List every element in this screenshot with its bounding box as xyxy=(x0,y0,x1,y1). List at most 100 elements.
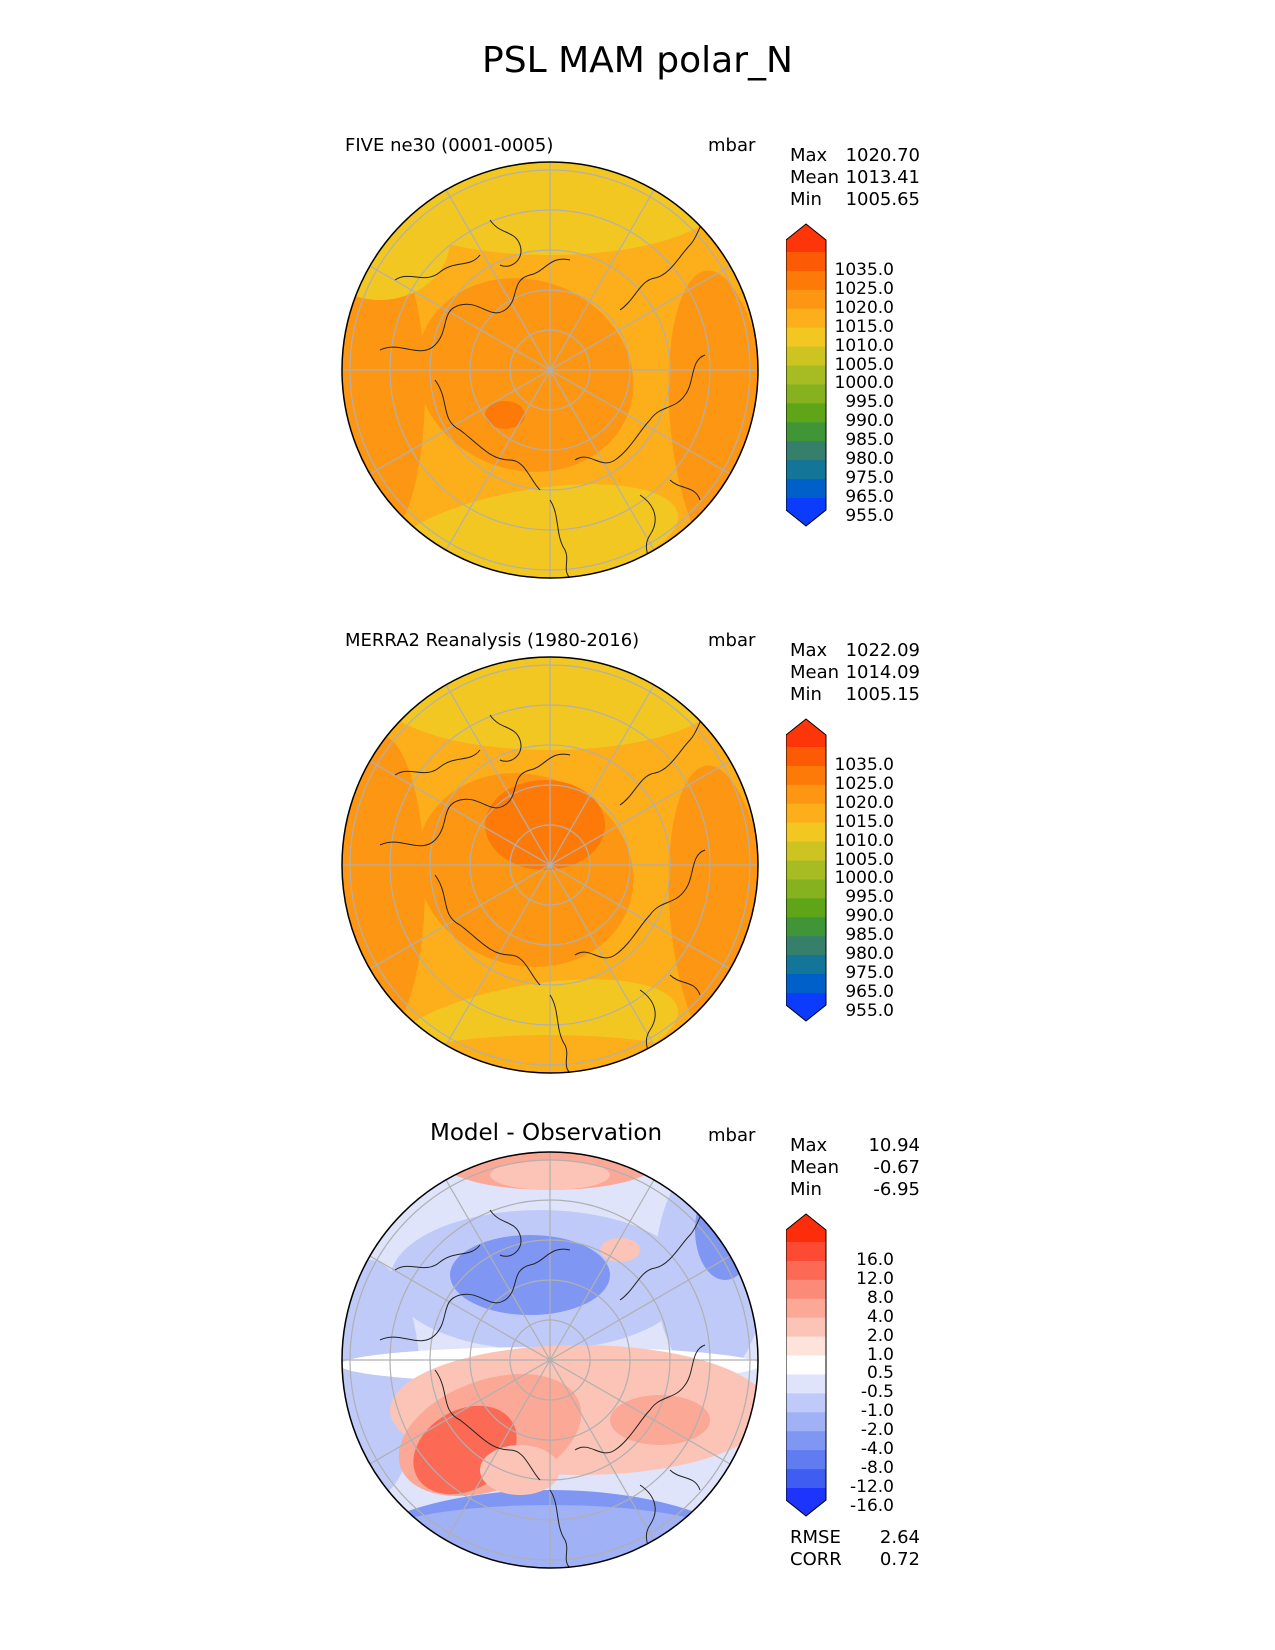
colorbar-extend-min xyxy=(786,498,826,526)
mean-value: 1014.09 xyxy=(845,662,920,683)
colorbar-tick-label: 1000.0 xyxy=(834,373,894,394)
colorbar-extend-max xyxy=(786,1214,826,1242)
max-label: Max xyxy=(790,145,828,166)
colorbar-bin xyxy=(786,479,826,499)
colorbar-tick-label: 1.0 xyxy=(866,1344,894,1365)
colorbar-bin xyxy=(786,841,826,862)
panel-title: FIVE ne30 (0001-0005) xyxy=(345,135,554,156)
colorbar-tick-label: 955.0 xyxy=(845,505,894,526)
colorbar-bin xyxy=(786,346,826,367)
coastline xyxy=(574,1344,706,1454)
coastline xyxy=(394,749,481,776)
colorbar-tick-label: 0.5 xyxy=(866,1363,894,1384)
colorbar-bin xyxy=(786,1260,826,1281)
meridian-line xyxy=(369,369,551,475)
field-contour xyxy=(450,1235,610,1315)
colorbar xyxy=(786,1213,827,1517)
colorbar-bin xyxy=(786,308,826,329)
units-label: mbar xyxy=(708,630,756,651)
colorbar xyxy=(786,223,827,527)
map-boundary xyxy=(341,656,759,1074)
colorbar-bin xyxy=(786,384,826,404)
min-label: Min xyxy=(790,684,822,705)
colorbar-bin xyxy=(786,327,826,348)
colorbar-bin xyxy=(786,403,826,423)
units-label: mbar xyxy=(708,1125,756,1146)
coastline xyxy=(574,849,706,959)
colorbar-tick-label: -8.0 xyxy=(860,1458,894,1479)
coastline xyxy=(379,258,571,352)
meridian-line xyxy=(549,684,655,866)
colorbar-labels: 16.0 12.0 8.0 4.0 2.0 1.0 0.5 -0.5 -1.0 -2.0 -4.0-… xyxy=(820,1212,910,1518)
colorbar-bin xyxy=(786,803,826,824)
panel-observation: MERRA2 Reanalysis (1980-2016) mbar Max 10… xyxy=(0,495,1275,1074)
colorbar-tick-label: 1025.0 xyxy=(834,278,894,299)
coastline xyxy=(434,1369,541,1481)
meridian-line xyxy=(549,864,731,970)
coastline xyxy=(434,874,541,986)
map-boundary xyxy=(341,161,759,579)
colorbar-tick-label: 1015.0 xyxy=(834,811,894,832)
colorbar-tick-label: 985.0 xyxy=(845,430,894,451)
min-value: -6.95 xyxy=(873,1179,920,1200)
meridian-line xyxy=(549,1179,655,1361)
coastline xyxy=(549,1489,571,1568)
min-label: Min xyxy=(790,1179,822,1200)
panel-title: Model - Observation xyxy=(430,1120,663,1146)
max-value: 1020.70 xyxy=(845,145,920,166)
colorbar-bin xyxy=(786,1393,826,1413)
colorbar-outline xyxy=(786,1213,827,1517)
max-label: Max xyxy=(790,640,828,661)
colorbar-labels: 1035.0 1025.0 1020.0 1015.0 1010.0 1005.0 1000… xyxy=(820,222,910,528)
meridian-line xyxy=(445,684,551,866)
mean-label: Mean xyxy=(790,167,840,188)
colorbar-tick-label: 975.0 xyxy=(845,468,894,489)
colorbar-tick-label: 980.0 xyxy=(845,944,894,965)
colorbar-bin xyxy=(786,955,826,975)
meridian-line xyxy=(549,265,731,371)
coastline xyxy=(489,714,522,762)
meridian-line xyxy=(445,864,551,1046)
polar-map xyxy=(341,161,759,579)
colorbar-bin xyxy=(786,747,826,767)
min-label: Min xyxy=(790,189,822,210)
coastline xyxy=(434,379,541,491)
colorbar-bin xyxy=(786,1279,826,1300)
colorbar-bin xyxy=(786,1374,826,1394)
colorbar-tick-label: 1015.0 xyxy=(834,316,894,337)
coastline xyxy=(549,994,571,1073)
meridian-line xyxy=(369,1255,551,1361)
colorbar-outline xyxy=(786,718,827,1022)
coastline xyxy=(394,254,481,281)
colorbar-bin xyxy=(786,365,826,385)
units-label: mbar xyxy=(708,135,756,156)
colorbar-bin xyxy=(786,422,826,442)
colorbar-outline xyxy=(786,223,827,527)
colorbar-bin xyxy=(786,917,826,937)
colorbar-bin xyxy=(786,1336,826,1357)
meridian-line xyxy=(549,369,731,475)
rmse-value: 2.64 xyxy=(879,1527,920,1548)
colorbar-tick-label: -16.0 xyxy=(850,1495,894,1516)
colorbar-tick-label: 4.0 xyxy=(866,1306,894,1327)
map-field xyxy=(342,1152,758,1568)
colorbar-bin xyxy=(786,860,826,880)
colorbar-bin xyxy=(786,1317,826,1338)
corr-value: 0.72 xyxy=(879,1549,920,1570)
meridian-line xyxy=(549,1359,655,1541)
field-contour xyxy=(485,401,525,429)
colorbar-tick-label: 1025.0 xyxy=(834,773,894,794)
coastline xyxy=(379,753,571,847)
meridian-line xyxy=(549,760,731,866)
colorbar-bin xyxy=(786,879,826,899)
panel-model: FIVE ne30 (0001-0005) mbar Max 1020.70 Me… xyxy=(0,0,1275,579)
colorbar-tick-label: 985.0 xyxy=(845,925,894,946)
meridian-line xyxy=(369,760,551,866)
min-value: 1005.15 xyxy=(845,684,920,705)
colorbar-bin xyxy=(786,1355,826,1375)
colorbar-bin xyxy=(786,1469,826,1489)
meridian-line xyxy=(369,864,551,970)
colorbar-bin xyxy=(786,1298,826,1319)
colorbar-bin xyxy=(786,974,826,994)
colorbar-tick-label: 990.0 xyxy=(845,906,894,927)
